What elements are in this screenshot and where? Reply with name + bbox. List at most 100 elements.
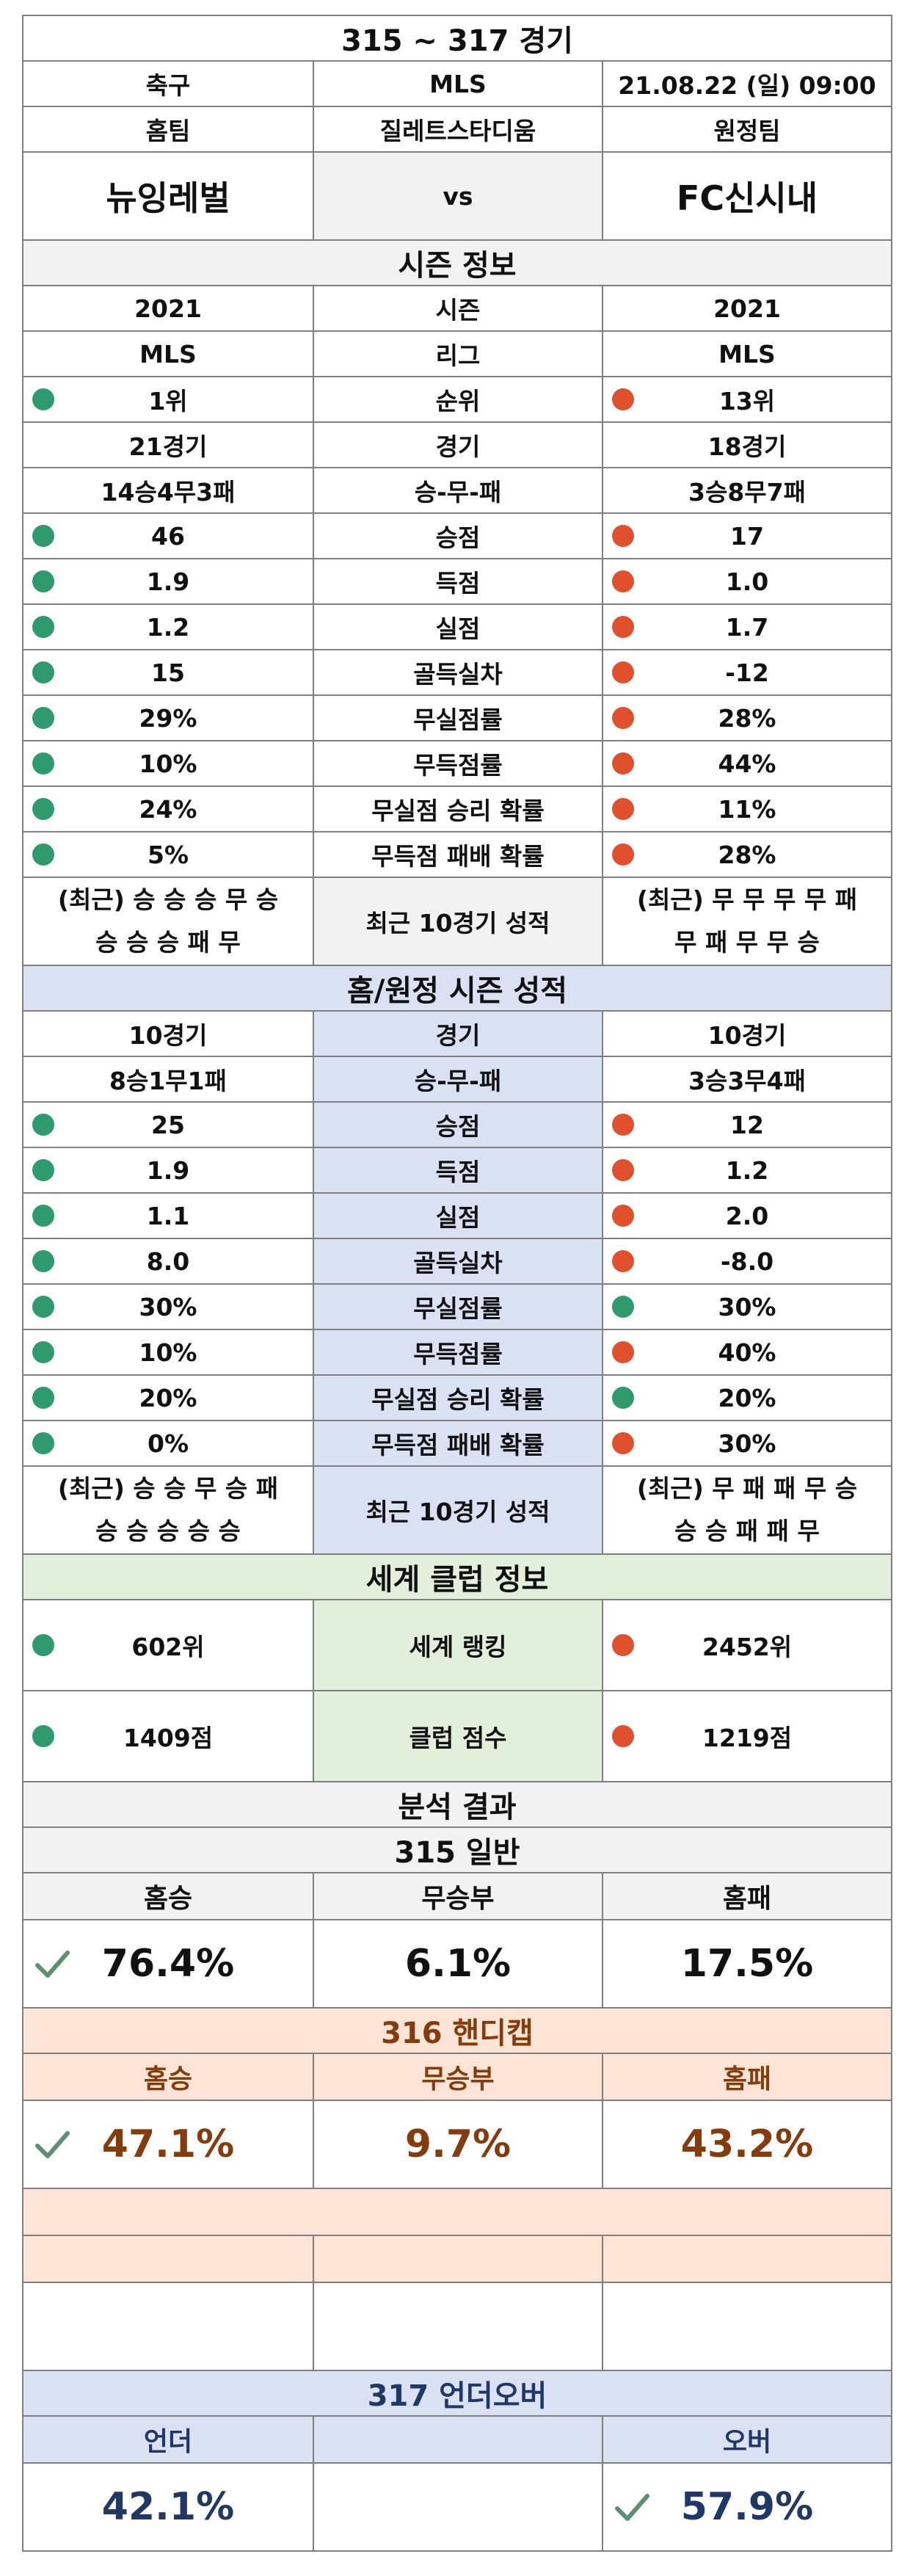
percent-value: 42.1% [101, 2485, 235, 2529]
home-stat: 0% [23, 1421, 313, 1465]
away-stat: 2452위 [602, 1600, 891, 1690]
green-circle-icon [32, 1114, 54, 1136]
stat-label-text: 승-무-패 [414, 1067, 502, 1095]
empty-cell [313, 2236, 602, 2282]
away-stat: 30% [602, 1285, 891, 1329]
away-stat-text: 1.2 [725, 1155, 769, 1185]
green-circle-icon [32, 616, 54, 638]
home-stat-text: 10% [139, 1338, 197, 1367]
away-stat-text: -8.0 [720, 1247, 774, 1276]
green-circle-icon [32, 1725, 54, 1747]
underover-title: 317 언더오버 [23, 2371, 891, 2415]
home-label: 홈팀 [145, 117, 191, 145]
green-circle-icon [32, 1634, 54, 1656]
green-circle-icon [32, 1250, 54, 1272]
stat-row: 14승4무3패 승-무-패 3승8무7패 [22, 468, 892, 514]
stat-row: 0% 무득점 패배 확률 30% [22, 1421, 892, 1467]
away-stat-text: 20% [718, 1383, 776, 1412]
away-stat-text: MLS [718, 339, 776, 369]
world-section-header: 세계 클럽 정보 [23, 1555, 891, 1599]
away-stat: 30% [602, 1421, 891, 1465]
general-value-row: 76.4% 6.1% 17.5% [22, 1920, 892, 2009]
stat-row: 15 골득실차 -12 [22, 650, 892, 696]
red-circle-icon [612, 388, 634, 410]
team-name-row: 뉴잉레벌 vs FC신시내 [22, 153, 892, 241]
away-stat: 28% [602, 696, 891, 740]
home-stat: 21경기 [23, 423, 313, 467]
underover-title-row: 317 언더오버 [22, 2371, 892, 2417]
stat-row: 1.9 득점 1.2 [22, 1148, 892, 1194]
home-stat: 602위 [23, 1600, 313, 1690]
home-stat-text: 46 [151, 521, 185, 551]
home-stat: 20% [23, 1376, 313, 1420]
away-stat: 40% [602, 1330, 891, 1374]
stat-label-text: 실점 [435, 1203, 481, 1232]
league-cell: MLS [313, 62, 602, 106]
away-stat: 20% [602, 1376, 891, 1420]
sport-cell: 축구 [145, 71, 191, 100]
home-stat: 1.2 [23, 605, 313, 649]
stat-label: 실점 [313, 605, 602, 649]
away-stat: 1219점 [602, 1691, 891, 1781]
vs-label: vs [313, 153, 602, 239]
stat-row: 21경기 경기 18경기 [22, 423, 892, 468]
away-stat: 1.2 [602, 1148, 891, 1192]
homeaway-stats-table: 10경기 경기 10경기 8승1무1패 승-무-패 3승3무4패 25 승점 12 1.9 득점 1.… [22, 1012, 892, 1467]
away-stat-text: 12 [730, 1110, 764, 1139]
red-circle-icon [612, 707, 634, 729]
under-value: 42.1% [23, 2464, 313, 2550]
green-circle-icon [32, 1387, 54, 1409]
away-stat-text: 28% [718, 703, 776, 733]
stat-row: 29% 무실점률 28% [22, 696, 892, 741]
handicap-label-row: 홈승 무승부 홈패 [22, 2054, 892, 2101]
stat-label-text: 경기 [435, 1021, 481, 1050]
stat-label: 시즌 [313, 286, 602, 330]
stat-row: 25 승점 12 [22, 1103, 892, 1148]
stat-label: 리그 [313, 332, 602, 376]
home-stat: 46 [23, 514, 313, 558]
red-circle-icon [612, 843, 634, 866]
away-stat: -12 [602, 650, 891, 694]
checkmark-icon [615, 2494, 649, 2521]
recent-line: 승 승 승 승 승 [95, 1517, 241, 1545]
red-circle-icon [612, 1341, 634, 1363]
red-circle-icon [612, 1159, 634, 1181]
away-stat: 18경기 [602, 423, 891, 467]
handicap-title-row: 316 핸디캡 [22, 2009, 892, 2054]
home-stat-text: 2021 [134, 294, 202, 323]
away-stat-text: 28% [718, 840, 776, 869]
stat-label: 무득점률 [313, 1330, 602, 1374]
home-stat-text: 602위 [131, 1633, 205, 1661]
home-stat: 30% [23, 1285, 313, 1329]
home-stat-text: 8승1무1패 [109, 1067, 227, 1095]
home-stat: MLS [23, 332, 313, 376]
stat-label-text: 무득점률 [413, 751, 503, 780]
recent-line: (최근) 무 패 패 무 승 [636, 1474, 858, 1503]
home-stat-text: 24% [139, 794, 197, 824]
away-stat: MLS [602, 332, 891, 376]
homeaway-home-recent: (최근) 승 승 무 승 패 승 승 승 승 승 [23, 1467, 313, 1553]
stat-label: 승점 [313, 1103, 602, 1147]
home-stat-text: 10% [139, 749, 197, 778]
green-circle-icon [32, 707, 54, 729]
page-title: 315 ~ 317 경기 [341, 24, 573, 58]
green-circle-icon [612, 1296, 634, 1318]
stat-label-text: 승-무-패 [414, 478, 502, 507]
stat-label-text: 승점 [435, 1112, 481, 1141]
stat-label: 무실점률 [313, 1285, 602, 1329]
stat-row: 1409점 클럽 점수 1219점 [22, 1691, 892, 1782]
stat-label-text: 무실점 승리 확률 [371, 797, 545, 825]
stadium-cell: 질레트스타디움 [313, 107, 602, 151]
over-label: 오버 [602, 2417, 891, 2462]
home-stat-text: 1.9 [146, 1155, 190, 1185]
datetime-cell: 21.08.22 (일) 09:00 [602, 62, 891, 106]
season-section-header: 시즌 정보 [23, 241, 891, 285]
home-stat: 8승1무1패 [23, 1057, 313, 1101]
home-stat: 15 [23, 650, 313, 694]
home-stat-text: 8.0 [146, 1247, 190, 1276]
empty-cell [313, 2283, 602, 2370]
stat-row: 30% 무실점률 30% [22, 1285, 892, 1330]
home-stat-text: 15 [151, 658, 185, 687]
over-value: 57.9% [602, 2464, 891, 2550]
green-circle-icon [32, 752, 54, 774]
